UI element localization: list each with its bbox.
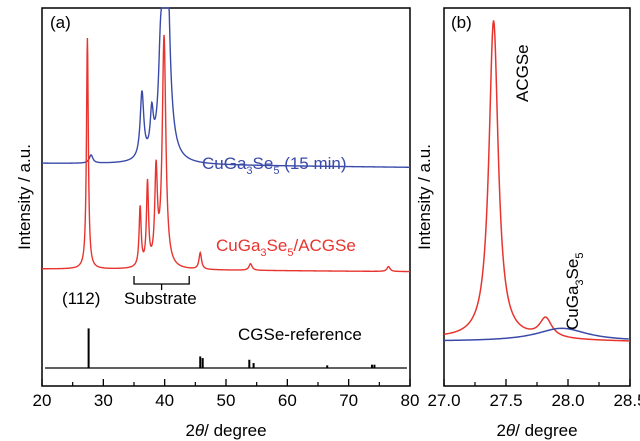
x-axis-label-theta: θ bbox=[506, 421, 516, 440]
panel-a-x-axis-label: 2θ/ degree bbox=[185, 421, 266, 440]
series-line-cuga3se5-15min bbox=[42, 7, 410, 168]
series-label-part: 5 bbox=[273, 165, 279, 177]
series-label-part: /ACGSe bbox=[293, 236, 355, 255]
peak-label-acgse: ACGSe bbox=[513, 44, 532, 102]
series-label-part: (15 min) bbox=[279, 154, 346, 173]
series-label-cuga3se5-15min: CuGa3Se5 (15 min) bbox=[202, 154, 347, 177]
peak-label-part: 5 bbox=[574, 253, 586, 259]
panel-b-x-ticks: 27.0 27.5 28.0 28.5 bbox=[427, 379, 640, 410]
x-tick-label: 20 bbox=[33, 391, 52, 410]
panel-b-plot-area bbox=[443, 20, 631, 342]
panel-a-label: (a) bbox=[50, 13, 71, 32]
series-line-acgse bbox=[443, 20, 631, 342]
peak-label-part: Se bbox=[563, 259, 582, 280]
x-axis-label-prefix: 2 bbox=[185, 421, 194, 440]
hkl-112-label: (112) bbox=[62, 289, 100, 308]
panel-b-x-axis-label: 2θ/ degree bbox=[496, 421, 577, 440]
x-tick-label: 30 bbox=[94, 391, 113, 410]
x-axis-label-unit: / degree bbox=[515, 421, 577, 440]
x-tick-label: 70 bbox=[339, 391, 358, 410]
x-axis-label-prefix: 2 bbox=[496, 421, 505, 440]
peak-label-cuga3se5: CuGa3Se5 bbox=[563, 253, 586, 330]
x-tick-label: 40 bbox=[155, 391, 174, 410]
x-tick-label: 28.5 bbox=[613, 391, 640, 410]
series-line-cuga3se5-acgse bbox=[42, 34, 411, 273]
x-tick-label: 60 bbox=[278, 391, 297, 410]
x-axis-label-theta: θ bbox=[195, 421, 205, 440]
series-label-cgse-reference: CGSe-reference bbox=[238, 325, 362, 344]
x-axis-label-unit: / degree bbox=[204, 421, 266, 440]
substrate-bracket-line bbox=[133, 276, 190, 285]
series-label-cuga3se5-acgse: CuGa3Se5/ACGSe bbox=[216, 236, 356, 259]
panel-a-y-axis-label: Intensity / a.u. bbox=[15, 144, 34, 250]
peak-label-part: 3 bbox=[574, 279, 586, 285]
series-label-part: Se bbox=[253, 154, 274, 173]
panel-a-plot-area bbox=[42, 7, 411, 369]
x-tick-label: 28.0 bbox=[551, 391, 584, 410]
series-label-part: 3 bbox=[246, 165, 252, 177]
substrate-label: Substrate bbox=[124, 289, 197, 308]
series-label-part: 5 bbox=[287, 247, 293, 259]
x-tick-label: 50 bbox=[217, 391, 236, 410]
x-tick-label: 80 bbox=[401, 391, 420, 410]
panel-b-y-axis-label: Intensity / a.u. bbox=[415, 144, 434, 250]
series-label-part: Se bbox=[267, 236, 288, 255]
series-label-part: 3 bbox=[260, 247, 266, 259]
x-tick-label: 27.5 bbox=[489, 391, 522, 410]
peak-label-part: CuGa bbox=[563, 285, 582, 330]
substrate-bracket bbox=[133, 276, 190, 290]
panel-b-label: (b) bbox=[451, 13, 472, 32]
panel-a-x-ticks: 20 30 40 50 60 70 80 bbox=[33, 379, 420, 410]
series-label-part: CuGa bbox=[216, 236, 261, 255]
x-tick-label: 27.0 bbox=[427, 391, 460, 410]
panel-b-frame bbox=[443, 7, 631, 387]
series-line-cuga3se5 bbox=[443, 327, 629, 342]
series-label-part: CuGa bbox=[202, 154, 247, 173]
